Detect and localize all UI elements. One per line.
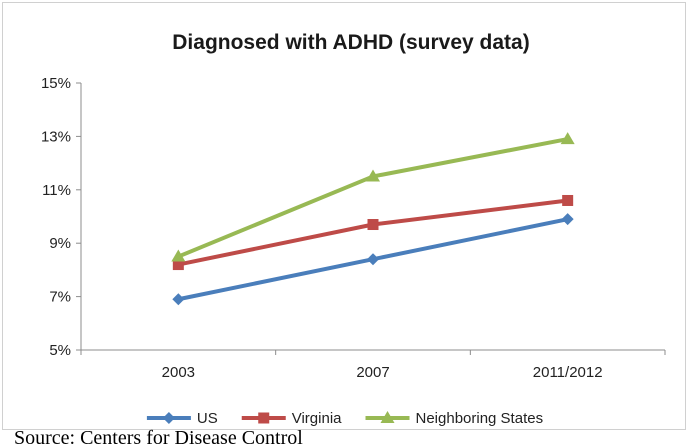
legend-marker-neighboring-states — [380, 411, 395, 423]
legend-label-virginia: Virginia — [292, 410, 342, 427]
chart-svg: Diagnosed with ADHD (survey data) 5% 7% 9%… — [41, 31, 666, 427]
data-point-virginia — [367, 219, 379, 231]
legend-marker-virginia — [258, 412, 270, 424]
y-tick-label: 7% — [49, 289, 71, 306]
data-point-us — [367, 253, 379, 266]
chart-area: Diagnosed with ADHD (survey data) 5% 7% 9%… — [2, 2, 686, 430]
legend: US Virginia Neighboring States — [146, 410, 544, 427]
data-point-neighboring-states — [560, 132, 575, 145]
y-tick-label: 15% — [41, 75, 71, 92]
y-tick-label: 13% — [41, 128, 71, 145]
data-point-virginia — [562, 194, 574, 206]
source-note: Source: Centers for Disease Control — [14, 428, 303, 444]
data-point-virginia — [172, 259, 184, 271]
data-point-us — [561, 213, 574, 226]
plot-area: 5% 7% 9% 11% 13% 15% 2003 2007 2011/2012 — [41, 75, 666, 381]
y-tick-label: 5% — [49, 342, 71, 359]
x-tick-label: 2003 — [162, 364, 195, 381]
y-tick-label: 9% — [49, 235, 71, 252]
legend-marker-us — [162, 412, 175, 424]
series-line-neighboring-states — [176, 137, 570, 259]
x-tick-label: 2007 — [356, 364, 389, 381]
y-tick-label: 11% — [42, 182, 71, 199]
legend-label-neighboring-states: Neighboring States — [416, 410, 544, 427]
data-point-neighboring-states — [366, 169, 380, 182]
legend-label-us: US — [197, 410, 218, 427]
data-point-us — [172, 293, 185, 306]
x-tick-label: 2011/2012 — [533, 364, 603, 381]
data-point-neighboring-states — [171, 249, 186, 262]
chart-title: Diagnosed with ADHD (survey data) — [172, 31, 529, 54]
